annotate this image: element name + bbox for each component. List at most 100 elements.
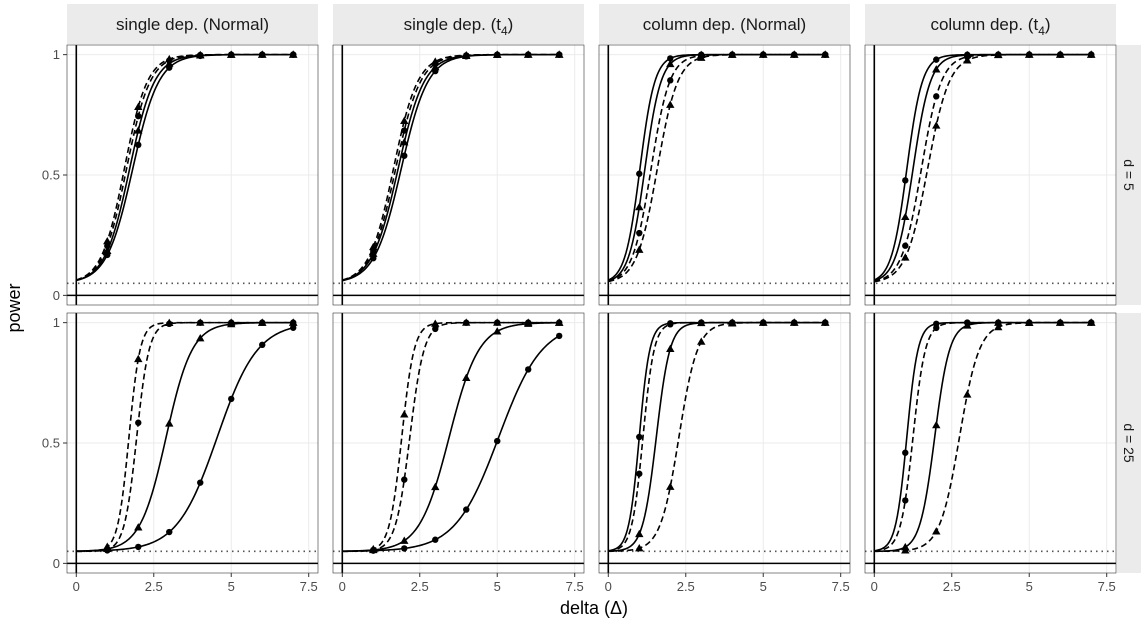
data-point-triangle: [227, 50, 236, 58]
data-point-triangle: [666, 59, 675, 68]
column-strip: single dep. (Normal): [67, 4, 318, 44]
data-point-circle: [525, 366, 532, 373]
data-point-triangle: [759, 50, 768, 58]
data-point-triangle: [932, 527, 941, 535]
x-tick-label: 5: [494, 579, 501, 594]
data-point-triangle: [196, 50, 205, 59]
data-point-triangle: [227, 318, 236, 326]
y-tick-label: 0.5: [42, 168, 60, 183]
data-point-triangle: [493, 50, 502, 58]
column-strip-label: column dep. (t4): [930, 15, 1050, 38]
data-point-triangle: [994, 322, 1003, 331]
facet-panel: [66, 44, 319, 306]
data-point-circle: [902, 177, 909, 184]
column-strip-label: single dep. (t4): [404, 15, 514, 38]
data-point-triangle: [134, 523, 143, 531]
data-point-triangle: [1056, 318, 1065, 326]
row-strip-label: d = 25: [1121, 423, 1137, 463]
x-tick-label: 0: [339, 579, 346, 594]
data-point-triangle: [462, 50, 471, 59]
column-strip: single dep. (t4): [333, 4, 584, 44]
data-point-circle: [636, 433, 643, 441]
panel-border: [66, 312, 319, 574]
data-point-triangle: [289, 318, 298, 326]
data-point-triangle: [901, 253, 910, 261]
data-point-triangle: [196, 318, 205, 326]
facet-grid: single dep. (Normal) single dep. (t4) colu…: [42, 4, 1141, 594]
data-point-triangle: [963, 56, 972, 64]
data-point-triangle: [369, 242, 378, 251]
data-point-triangle: [1025, 50, 1034, 58]
data-point-triangle: [431, 57, 440, 65]
row-strip-label: d = 5: [1121, 159, 1137, 191]
data-point-triangle: [400, 410, 409, 418]
panel-border: [332, 44, 585, 306]
x-tick-label: 7.5: [566, 579, 584, 594]
data-point-circle: [290, 324, 297, 331]
power-curve: [874, 321, 1092, 553]
x-axis-title: delta (Δ): [560, 598, 628, 618]
data-point-circle: [228, 395, 235, 403]
data-point-triangle: [493, 318, 502, 326]
data-point-circle: [902, 242, 909, 249]
data-point-triangle: [1087, 318, 1096, 326]
data-point-triangle: [635, 202, 644, 211]
data-point-triangle: [697, 53, 706, 61]
y-tick-label: 0.5: [42, 436, 60, 451]
power-curve: [874, 53, 1092, 283]
data-point-triangle: [1025, 318, 1034, 326]
data-point-triangle: [493, 327, 502, 335]
data-point-triangle: [289, 50, 298, 58]
data-point-triangle: [103, 542, 112, 550]
data-point-triangle: [932, 65, 941, 73]
column-strip-background: [865, 4, 1116, 44]
strip-label-close: ): [1045, 15, 1051, 34]
data-point-circle: [166, 528, 173, 536]
data-point-circle: [432, 325, 439, 333]
y-axis-title: power: [4, 283, 24, 332]
facet-panel: [598, 44, 851, 306]
data-point-circle: [401, 545, 408, 552]
y-tick-label: 0: [53, 556, 60, 571]
row-strip: d = 5: [1117, 45, 1141, 305]
data-point-triangle: [524, 318, 533, 326]
data-point-circle: [556, 332, 563, 340]
data-point-triangle: [431, 482, 440, 491]
data-point-triangle: [821, 318, 830, 326]
strip-label-main: column dep. (t: [930, 15, 1038, 34]
data-point-triangle: [165, 419, 174, 427]
data-point-triangle: [963, 390, 972, 398]
column-strip-background: [599, 4, 850, 44]
data-point-circle: [964, 319, 971, 326]
data-point-triangle: [901, 212, 910, 221]
data-point-triangle: [1087, 50, 1096, 58]
data-point-triangle: [103, 236, 112, 245]
panel-border: [598, 44, 851, 306]
power-curve: [342, 321, 560, 552]
data-point-triangle: [524, 50, 533, 58]
data-point-triangle: [790, 318, 799, 326]
column-strip-label: column dep. (Normal): [643, 15, 806, 34]
data-point-circle: [698, 319, 705, 326]
panel-border: [66, 44, 319, 306]
strip-label-subscript: 4: [1038, 24, 1045, 38]
x-tick-label: 7.5: [1098, 579, 1116, 594]
data-point-triangle: [666, 482, 675, 490]
data-point-circle: [463, 506, 470, 513]
x-tick-label: 0: [73, 579, 80, 594]
data-point-triangle: [790, 50, 799, 58]
column-strip: column dep. (t4): [865, 4, 1116, 44]
power-curve: [608, 53, 826, 283]
x-tick-label: 2.5: [411, 579, 429, 594]
data-point-triangle: [901, 546, 910, 554]
data-point-triangle: [258, 318, 267, 326]
data-point-triangle: [932, 121, 941, 129]
row-strip-background: [1117, 313, 1141, 573]
data-point-triangle: [400, 116, 409, 125]
facet-panel: [66, 312, 319, 574]
data-point-triangle: [258, 50, 267, 58]
x-tick-label: 7.5: [300, 579, 318, 594]
data-point-triangle: [555, 318, 564, 326]
y-tick-label: 1: [53, 47, 60, 62]
